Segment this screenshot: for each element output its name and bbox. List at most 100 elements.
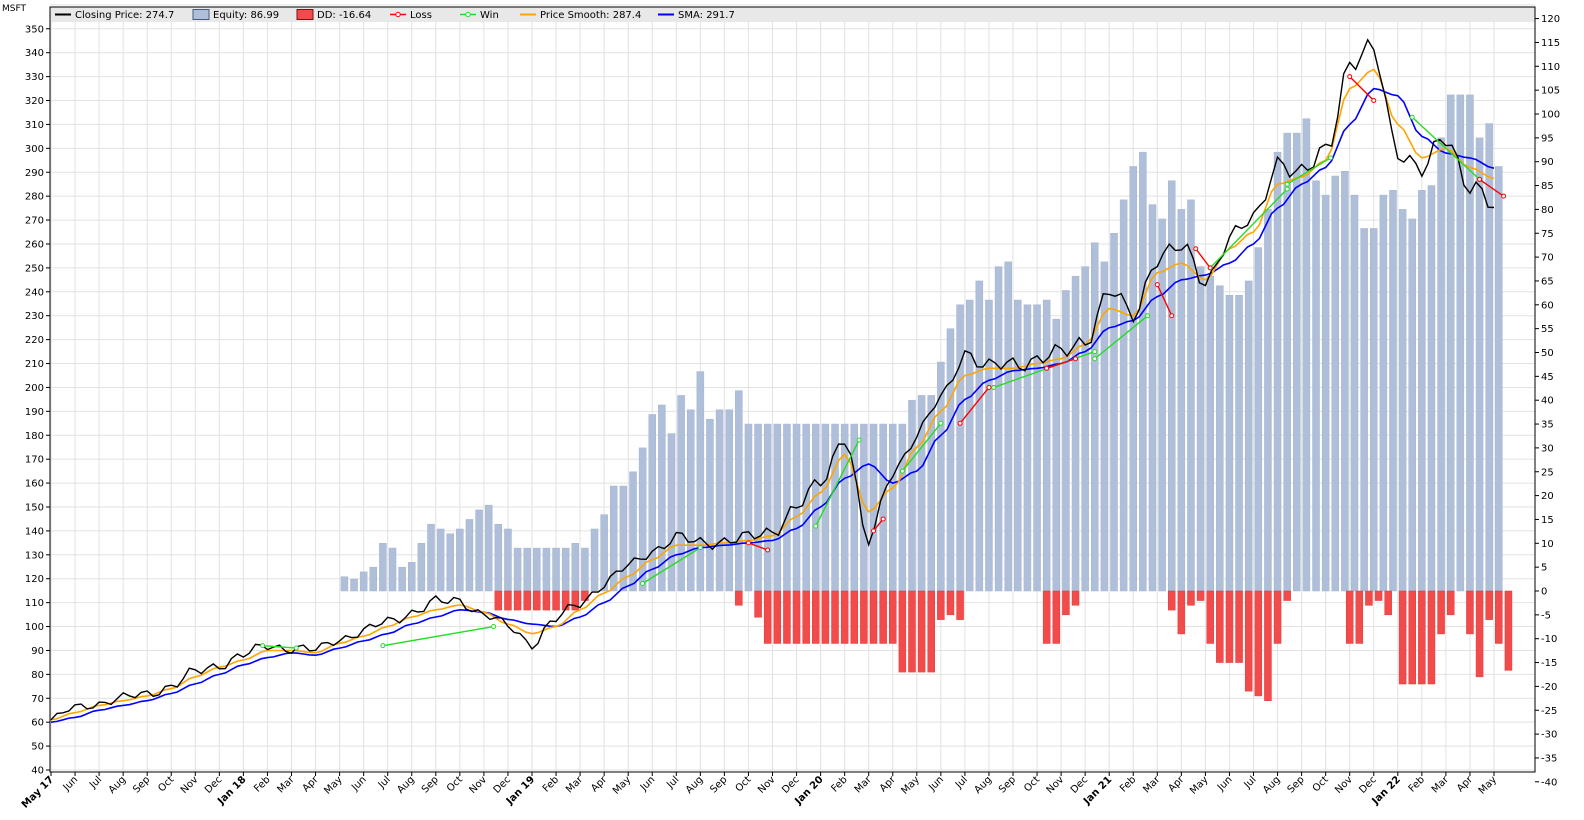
- win-trade-line: [1094, 315, 1149, 360]
- y-left-tick-label: 50: [31, 742, 44, 753]
- y-left-tick-label: 180: [25, 431, 44, 442]
- equity-bar: [1071, 275, 1080, 592]
- equity-bar: [1485, 123, 1493, 592]
- legend-item: Win: [460, 10, 499, 21]
- drawdown-bar: [869, 590, 878, 644]
- equity-bar: [715, 409, 724, 592]
- equity-bar: [408, 562, 416, 592]
- drawdown-bar: [513, 590, 522, 611]
- drawdown-bar: [1206, 590, 1214, 644]
- y-right-tick-label: 30: [1541, 443, 1554, 454]
- equity-bar: [1100, 261, 1109, 592]
- y-left-tick-label: 190: [25, 407, 44, 418]
- y-right-tick-label: 110: [1541, 62, 1560, 73]
- loss-trade-marker: [1073, 356, 1079, 362]
- y-right-tick-label: 60: [1541, 300, 1554, 311]
- loss-trade-marker: [880, 516, 886, 522]
- win-trade-marker: [1092, 356, 1098, 362]
- y-right-tick-label: 50: [1541, 348, 1554, 359]
- y-right-tick-label: 100: [1541, 110, 1560, 121]
- equity-bar: [1244, 280, 1253, 592]
- equity-bar: [638, 447, 647, 592]
- drawdown-bar: [1504, 590, 1513, 671]
- y-right-tick-label: 45: [1541, 372, 1554, 383]
- y-right-tick-label: 95: [1541, 133, 1554, 144]
- equity-bar: [1350, 194, 1359, 592]
- equity-bar: [600, 514, 608, 592]
- equity-bar: [763, 423, 772, 592]
- drawdown-bar: [889, 590, 897, 644]
- y-left-tick-label: 250: [25, 263, 44, 274]
- legend-label: Equity: 86.99: [213, 10, 279, 21]
- drawdown-bar: [1225, 590, 1234, 663]
- price-smooth-line: [50, 68, 1495, 721]
- drawdown-bar: [1398, 590, 1407, 685]
- equity-bar: [773, 423, 782, 592]
- equity-bar: [1475, 137, 1484, 592]
- equity-bar: [908, 399, 916, 592]
- equity-bar: [1370, 228, 1378, 592]
- drawdown-bar: [773, 590, 782, 644]
- equity-bar: [1081, 266, 1089, 592]
- loss-trade-line: [872, 518, 884, 532]
- loss-trade-marker: [1044, 365, 1050, 371]
- equity-bar: [1119, 199, 1128, 592]
- win-trade-line: [1411, 116, 1481, 180]
- legend: Closing Price: 274.7 Equity: 86.99 DD: -16…: [55, 9, 735, 21]
- y-left-tick-label: 230: [25, 311, 44, 322]
- drawdown-bar: [879, 590, 887, 644]
- loss-trade-line: [1195, 248, 1211, 269]
- loss-trade-marker: [957, 420, 963, 426]
- legend-item: Price Smooth: 287.4: [520, 10, 641, 21]
- y-left-tick-label: 160: [25, 479, 44, 490]
- win-trade-line: [1209, 188, 1288, 269]
- equity-bar: [1379, 194, 1388, 592]
- y-left-tick-label: 150: [25, 502, 44, 513]
- equity-bar: [581, 547, 589, 592]
- legend-item: Closing Price: 274.7: [55, 10, 174, 21]
- equity-bar: [552, 547, 560, 592]
- drawdown-bar: [1062, 590, 1070, 616]
- y-left-tick-label: 210: [25, 359, 44, 370]
- y-left-tick-label: 120: [25, 574, 44, 585]
- drawdown-bar: [792, 590, 801, 644]
- drawdown-bar: [552, 590, 560, 611]
- y-left-tick-label: 280: [25, 192, 44, 203]
- drawdown-bar: [1365, 590, 1373, 606]
- drawdown-bar: [821, 590, 830, 644]
- equity-bar: [388, 547, 397, 592]
- equity-bar: [513, 547, 522, 592]
- equity-bar: [1302, 118, 1311, 592]
- legend-label: Loss: [410, 10, 432, 21]
- drawdown-bar: [763, 590, 772, 644]
- equity-bar: [1293, 132, 1301, 592]
- legend-swatch-marker: [465, 11, 471, 18]
- equity-bar: [1321, 194, 1330, 592]
- equity-bar: [1167, 180, 1176, 592]
- y-right-tick-label: -40: [1541, 777, 1557, 788]
- drawdown-bar: [1446, 590, 1455, 616]
- win-trade-marker: [1327, 155, 1333, 161]
- y-right-tick-label: 35: [1541, 420, 1554, 431]
- drawdown-bar: [783, 590, 791, 644]
- equity-bar: [359, 571, 368, 592]
- equity-bar: [629, 471, 637, 592]
- drawdown-bar: [504, 590, 512, 611]
- equity-bar: [379, 543, 387, 592]
- loss-trade-line: [959, 387, 990, 424]
- equity-bar: [1033, 304, 1041, 592]
- equity-bar: [533, 547, 541, 592]
- win-trade-marker: [1409, 114, 1415, 120]
- loss-trade-line: [1349, 76, 1375, 102]
- y-left-tick-label: 340: [25, 48, 44, 59]
- loss-trade-line: [1046, 358, 1076, 369]
- drawdown-bar: [860, 590, 868, 644]
- y-right-tick-label: 15: [1541, 515, 1554, 526]
- drawdown-bar: [1466, 590, 1474, 635]
- legend-item: Loss: [390, 10, 432, 21]
- loss-trade-line: [1479, 178, 1505, 197]
- equity-bar: [1437, 137, 1445, 592]
- equity-bar: [1216, 285, 1224, 592]
- loss-trade-marker: [1193, 246, 1199, 252]
